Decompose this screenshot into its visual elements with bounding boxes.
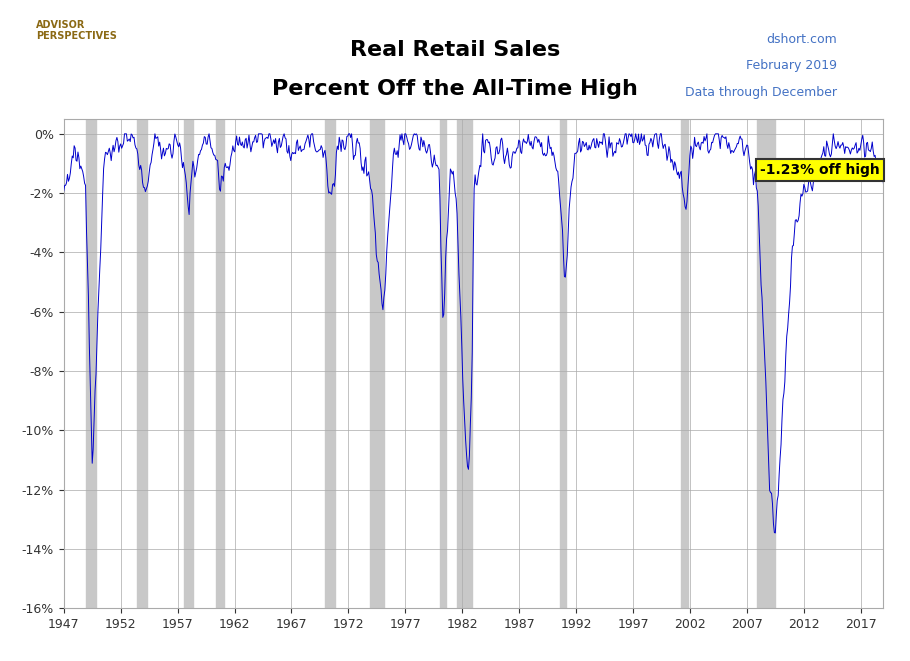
Text: -1.23% off high: -1.23% off high [761,163,880,177]
Bar [216,119,224,608]
Bar [457,119,471,608]
Bar [86,119,96,608]
Bar [440,119,446,608]
Bar [757,119,775,608]
Bar [370,119,383,608]
Bar [136,119,147,608]
Bar [184,119,193,608]
Text: ADVISOR
PERSPECTIVES: ADVISOR PERSPECTIVES [36,20,117,42]
Text: February 2019: February 2019 [746,59,837,73]
Text: dshort.com: dshort.com [766,33,837,46]
Bar [325,119,335,608]
Bar [560,119,566,608]
Text: Data through December: Data through December [685,86,837,99]
Text: Percent Off the All-Time High: Percent Off the All-Time High [272,79,638,99]
Text: Real Retail Sales: Real Retail Sales [349,40,561,59]
Bar [681,119,688,608]
